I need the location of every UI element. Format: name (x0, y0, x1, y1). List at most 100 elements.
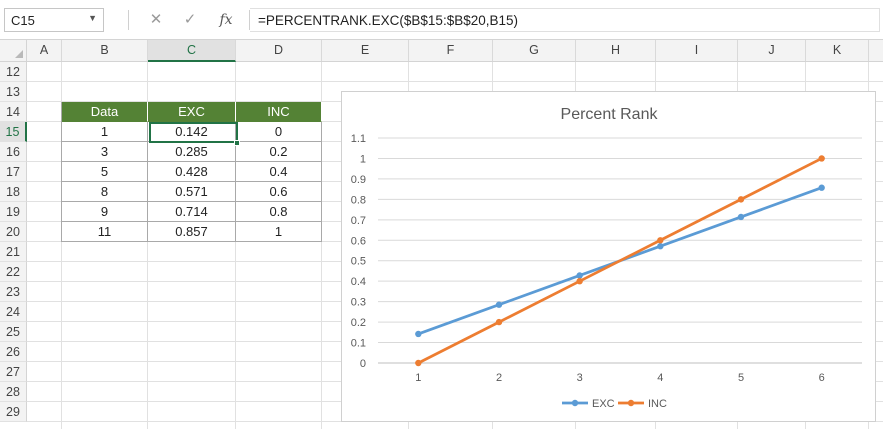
row-header-24[interactable]: 24 (0, 302, 27, 322)
close-icon[interactable]: ✕ (149, 11, 163, 28)
x-tick-label: 4 (657, 372, 663, 384)
column-header-b[interactable]: B (62, 40, 148, 61)
table-cell[interactable]: 9 (62, 202, 148, 222)
row-header-14[interactable]: 14 (0, 102, 27, 122)
x-tick-label: 5 (738, 372, 744, 384)
y-tick-label: 0.7 (351, 215, 366, 227)
table-cell[interactable]: 0.8 (236, 202, 322, 222)
data-point-exc (737, 213, 745, 221)
table-header-cell[interactable]: EXC (148, 102, 236, 122)
table-border (61, 102, 62, 242)
row-header-18[interactable]: 18 (0, 182, 27, 202)
y-tick-label: 0.2 (351, 317, 366, 329)
legend-label: EXC (592, 398, 615, 410)
check-icon[interactable]: ✓ (183, 11, 197, 28)
table-cell[interactable]: 0.6 (236, 182, 322, 202)
y-tick-label: 0.8 (351, 194, 366, 206)
table-cell[interactable]: 0.428 (148, 162, 236, 182)
column-header-d[interactable]: D (236, 40, 322, 61)
chart[interactable]: Percent Rank 0 0.1 0.2 0.3 0.4 0.5 0.6 0.7 0.8 0.9… (341, 91, 876, 422)
chevron-down-icon[interactable]: ▼ (88, 13, 97, 23)
formula-text: =PERCENTRANK.EXC($B$15:$B$20,B15) (258, 13, 518, 28)
table-cell[interactable]: 1 (62, 122, 148, 142)
y-tick-label: 0.3 (351, 297, 366, 309)
x-tick-label: 6 (819, 372, 825, 384)
column-header-h[interactable]: H (576, 40, 656, 61)
table-cell[interactable]: 1 (236, 222, 322, 242)
table-cell[interactable]: 0.857 (148, 222, 236, 242)
column-header-i[interactable]: I (656, 40, 738, 61)
column-header-g[interactable]: G (493, 40, 576, 61)
formula-input[interactable]: =PERCENTRANK.EXC($B$15:$B$20,B15) (250, 8, 880, 32)
divider (249, 10, 250, 30)
name-box[interactable]: C15 ▼ (4, 8, 104, 32)
chart-svg: Percent Rank 0 0.1 0.2 0.3 0.4 0.5 0.6 0.7 0.8 0.9… (351, 106, 862, 410)
y-tick-label: 0.9 (351, 174, 366, 186)
y-tick-label: 1.1 (351, 133, 366, 145)
row-header-28[interactable]: 28 (0, 382, 27, 402)
table-header-cell[interactable]: INC (236, 102, 322, 122)
row-header-16[interactable]: 16 (0, 142, 27, 162)
function-icon[interactable]: fx (219, 12, 233, 28)
table-header-cell[interactable]: Data (62, 102, 148, 122)
column-header-c[interactable]: C (148, 40, 236, 62)
table-cell[interactable]: 0 (236, 122, 322, 142)
column-header-f[interactable]: F (409, 40, 493, 61)
column-header-e[interactable]: E (322, 40, 409, 61)
row-header-19[interactable]: 19 (0, 202, 27, 222)
row-header-17[interactable]: 17 (0, 162, 27, 182)
column-header-a[interactable]: A (27, 40, 62, 61)
table-cell[interactable]: 0.2 (236, 142, 322, 162)
row-header-27[interactable]: 27 (0, 362, 27, 382)
row-header-13[interactable]: 13 (0, 82, 27, 102)
table-cell[interactable]: 11 (62, 222, 148, 242)
column-header-j[interactable]: J (738, 40, 806, 61)
data-point-exc (576, 272, 583, 279)
row-header-15[interactable]: 15 (0, 122, 27, 142)
row-header-29[interactable]: 29 (0, 402, 27, 422)
table-cell[interactable]: 0.285 (148, 142, 236, 162)
y-tick-label: 0 (360, 358, 366, 370)
data-point-inc (495, 318, 503, 326)
y-tick-label: 0.1 (351, 338, 366, 350)
x-tick-label: 3 (577, 372, 583, 384)
y-tick-label: 0.5 (351, 256, 366, 268)
data-point-inc (737, 196, 745, 203)
table-cell[interactable]: 8 (62, 182, 148, 202)
row-header-22[interactable]: 22 (0, 262, 27, 282)
row-header-23[interactable]: 23 (0, 282, 27, 302)
legend-marker-exc (571, 399, 579, 407)
table-cell[interactable]: 0.4 (236, 162, 322, 182)
row-header-26[interactable]: 26 (0, 342, 27, 362)
divider (128, 10, 129, 30)
x-tick-label: 1 (415, 372, 421, 384)
row-header-21[interactable]: 21 (0, 242, 27, 262)
grid-line (147, 62, 148, 429)
table-cell[interactable]: 5 (62, 162, 148, 182)
fill-handle[interactable] (234, 140, 240, 146)
y-tick-label: 0.4 (351, 276, 366, 288)
table-cell[interactable]: 0.571 (148, 182, 236, 202)
active-cell-border (149, 122, 238, 143)
data-point-inc (415, 359, 422, 367)
grid-line (61, 62, 62, 429)
x-tick-label: 2 (496, 372, 502, 384)
grid-line (235, 62, 236, 429)
column-header-k[interactable]: K (806, 40, 869, 61)
data-point-inc (818, 155, 825, 162)
row-header-20[interactable]: 20 (0, 222, 27, 242)
table-cell[interactable]: 3 (62, 142, 148, 162)
select-all-button[interactable] (0, 40, 27, 61)
row-header-12[interactable]: 12 (0, 62, 27, 82)
name-box-value: C15 (11, 13, 35, 28)
row-header-25[interactable]: 25 (0, 322, 27, 342)
series-line-inc (417, 157, 823, 365)
legend-marker-inc (627, 399, 635, 407)
y-tick-label: 1 (360, 153, 366, 165)
select-all-icon (15, 50, 23, 58)
data-point-exc (818, 184, 825, 191)
data-point-exc (657, 243, 664, 250)
data-point-inc (576, 277, 583, 285)
table-cell[interactable]: 0.714 (148, 202, 236, 222)
